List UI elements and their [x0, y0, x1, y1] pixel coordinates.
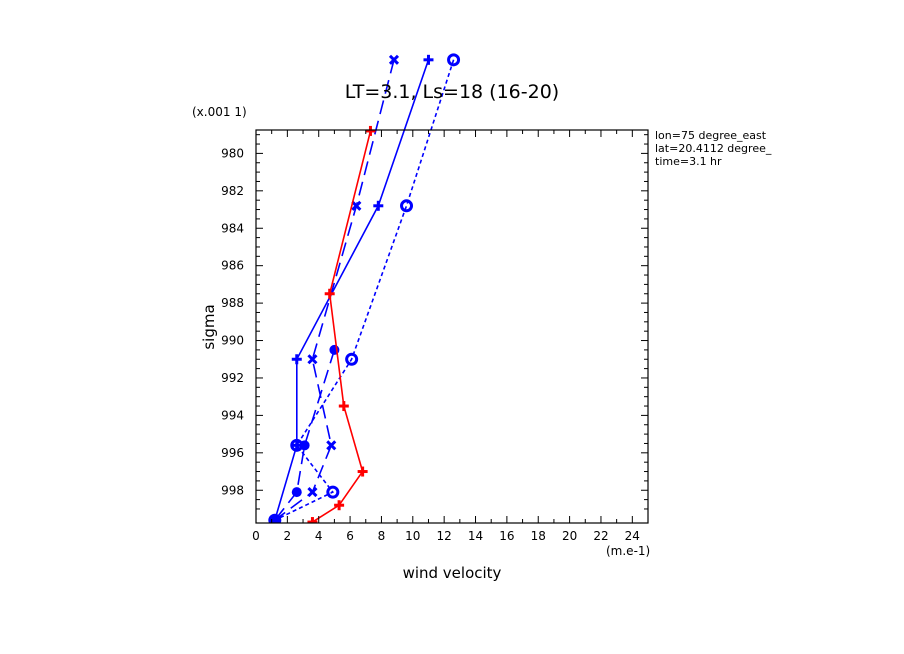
y-tick-label: 998 [221, 483, 244, 497]
series-3-point [447, 53, 461, 67]
x-tick-label: 22 [593, 529, 608, 543]
y-tick-label: 988 [221, 296, 244, 310]
series-1-point [307, 487, 318, 498]
x-tick-label: 10 [405, 529, 420, 543]
x-tick-label: 4 [315, 529, 323, 543]
plot-frame [255, 129, 649, 524]
series-2-point [291, 487, 302, 498]
y-axis-label: sigma [200, 304, 218, 349]
series-1-point [388, 54, 400, 65]
x-tick-label: 2 [284, 529, 292, 543]
series-layer [268, 53, 461, 523]
x-tick-label: 16 [499, 529, 514, 543]
series-4-point [357, 466, 368, 477]
series-1-point [326, 440, 337, 451]
x-tick-label: 14 [468, 529, 483, 543]
series-4-point [338, 401, 349, 412]
series-line-2 [274, 349, 336, 521]
series-1-point [351, 200, 362, 211]
series-4-point [365, 125, 376, 136]
y-tick-label: 984 [221, 221, 244, 235]
x-tick-label: 0 [252, 529, 260, 543]
y-unit-label: (x.001 1) [192, 105, 247, 119]
series-3-point [268, 513, 282, 523]
series-1-point [307, 354, 318, 365]
info-lon: lon=75 degree_east [655, 129, 767, 142]
series-4-point [307, 517, 318, 523]
x-tick-label: 12 [437, 529, 452, 543]
y-tick-label: 994 [221, 408, 244, 422]
series-3-point [400, 199, 414, 213]
series-3-point [345, 352, 359, 366]
x-tick-label: 18 [531, 529, 546, 543]
y-tick-label: 986 [221, 259, 244, 273]
x-axis-label: wind velocity [403, 564, 502, 582]
y-tick-label: 980 [221, 146, 244, 160]
series-line-4 [311, 130, 372, 523]
y-tick-label: 990 [221, 334, 244, 348]
series-4-point [324, 288, 335, 299]
x-unit-label: (m.e-1) [606, 544, 650, 558]
series-line-3 [274, 59, 455, 521]
x-tick-label: 24 [625, 529, 640, 543]
series-3-point [326, 485, 340, 499]
series-0-point [291, 354, 302, 365]
series-3-point [290, 438, 304, 452]
chart-title: LT=3.1, Ls=18 (16-20) [345, 81, 559, 103]
ticks-layer: 0 2 4 6 8 10 12 14 16 18 20 22 249809829849869889909… [221, 130, 649, 543]
x-tick-label: 8 [378, 529, 386, 543]
y-tick-label: 982 [221, 184, 244, 198]
series-4-point [334, 500, 345, 511]
info-time: time=3.1 hr [655, 155, 722, 168]
x-tick-label: 20 [562, 529, 577, 543]
y-tick-label: 992 [221, 371, 244, 385]
series-0-point [423, 54, 434, 65]
y-tick-label: 996 [221, 446, 244, 460]
info-lat: lat=20.4112 degree_ [655, 142, 772, 155]
series-0-point [373, 200, 384, 211]
x-tick-label: 6 [346, 529, 354, 543]
